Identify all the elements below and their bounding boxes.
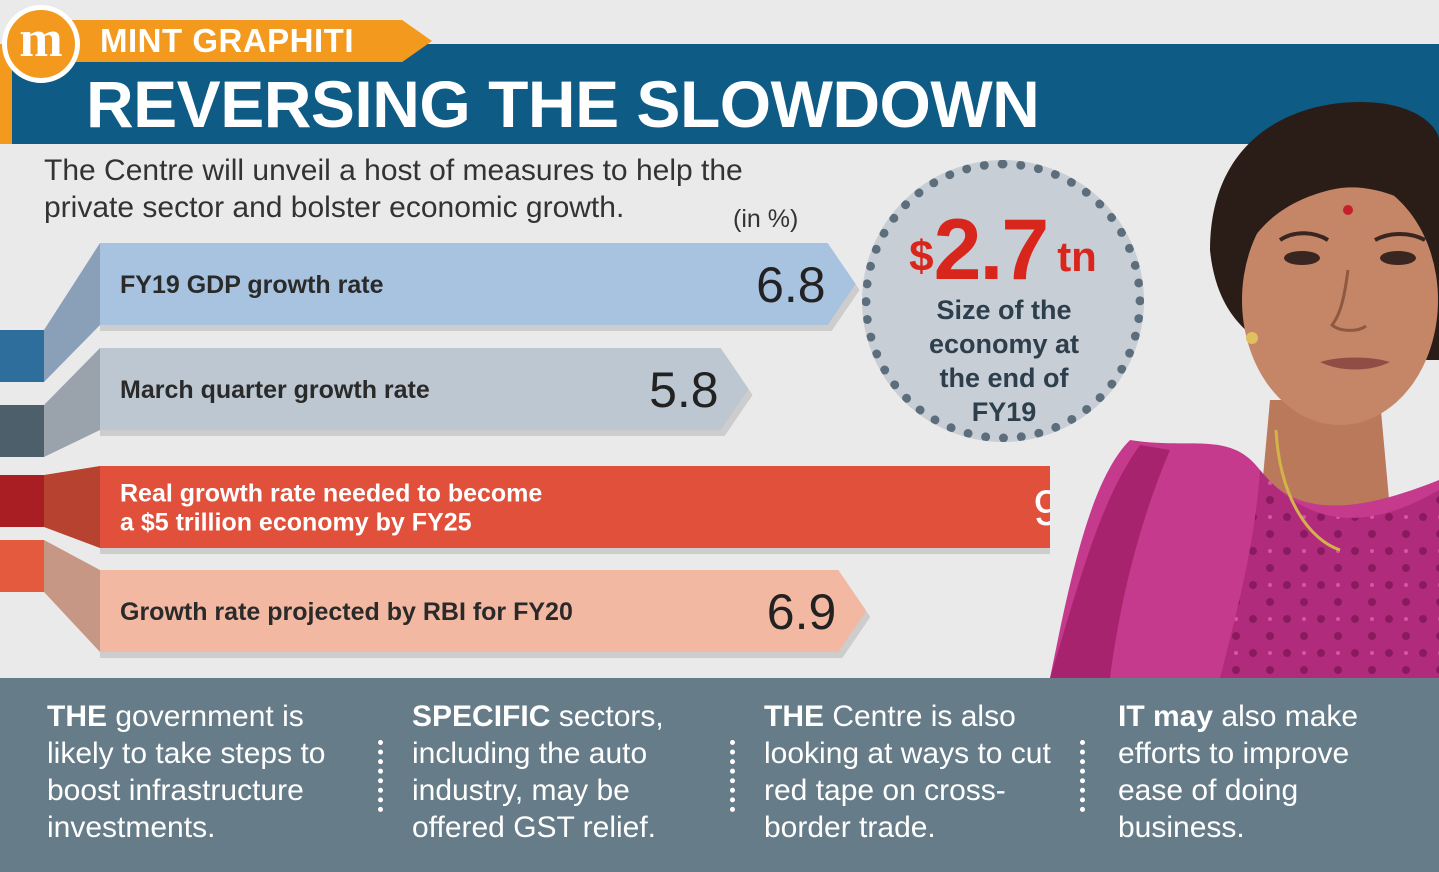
- note-lead: THE: [47, 700, 107, 733]
- bar-label-line: March quarter growth rate: [120, 376, 430, 404]
- badge-currency: $: [909, 232, 934, 281]
- footer-panel: [0, 678, 1439, 872]
- header-accent-stripe: [0, 44, 12, 144]
- bar-label-line: Real growth rate needed to become: [120, 480, 542, 508]
- dotted-separator: [1080, 740, 1085, 812]
- badge-number: 2.7: [933, 202, 1050, 298]
- note-text: Centre is also looking at ways to cut re…: [764, 700, 1051, 844]
- bar-tab: [0, 540, 44, 592]
- economy-size-badge: $2.7 tn Size of the economy at the end of…: [862, 160, 1144, 442]
- page-title: REVERSING THE SLOWDOWN: [86, 67, 1040, 141]
- bar-value-label: 9: [1033, 480, 1050, 536]
- badge-caption: Size of the economy at the end of FY19: [928, 295, 1080, 427]
- badge-unit: tn: [1057, 233, 1097, 280]
- note-text: sectors, including the auto industry, ma…: [412, 700, 664, 844]
- note-gst-relief: SPECIFIC sectors, including the auto ind…: [412, 698, 722, 846]
- unit-note: (in %): [733, 205, 799, 233]
- bar-label-line: FY19 GDP growth rate: [120, 271, 384, 299]
- note-text: government is likely to take steps to bo…: [47, 700, 326, 844]
- bar-label: FY19 GDP growth rate: [120, 271, 384, 299]
- note-lead: THE: [764, 700, 824, 733]
- bar-connector: [44, 540, 100, 652]
- bar-label-line: Growth rate projected by RBI for FY20: [120, 598, 573, 626]
- bar-tab: [0, 405, 44, 457]
- bar-label: Growth rate projected by RBI for FY20: [120, 598, 573, 626]
- growth-bar-chart: FY19 GDP growth rate 6.8 March quarter gro…: [0, 243, 1050, 658]
- bar-label-line: a $5 trillion economy by FY25: [120, 509, 472, 537]
- bar-tab: [0, 330, 44, 382]
- intro-text: The Centre will unveil a host of measure…: [44, 154, 743, 224]
- mint-logo-icon: m: [2, 5, 80, 83]
- note-lead: IT may: [1118, 700, 1214, 733]
- dotted-separator: [378, 740, 383, 812]
- bar-connector: [44, 348, 100, 457]
- bar-label: March quarter growth rate: [120, 376, 430, 404]
- note-red-tape: THE Centre is also looking at ways to cu…: [764, 698, 1064, 846]
- brand-name: MINT GRAPHITI: [100, 22, 354, 59]
- note-infrastructure: THE government is likely to take steps t…: [47, 698, 367, 846]
- brand-tab: [60, 20, 432, 62]
- bar-value-label: 5.8: [649, 362, 719, 418]
- bar-connector: [44, 243, 100, 382]
- bar-value-label: 6.8: [756, 257, 826, 313]
- bar-value-label: 6.9: [767, 584, 837, 640]
- note-text: also make efforts to improve ease of doi…: [1118, 700, 1359, 844]
- bar-connector: [44, 466, 100, 548]
- bar: [100, 243, 856, 325]
- bar-tab: [0, 475, 44, 527]
- bar: [100, 570, 867, 652]
- bar: [100, 348, 749, 430]
- bar: [100, 466, 1050, 548]
- badge-value: $2.7 tn: [871, 201, 1135, 300]
- portrait-illustration: [1050, 102, 1439, 678]
- note-ease-of-business: IT may also make efforts to improve ease…: [1118, 698, 1408, 846]
- dotted-separator: [730, 740, 735, 812]
- note-lead: SPECIFIC: [412, 700, 551, 733]
- logo-letter: m: [19, 11, 63, 68]
- bar-label: Real growth rate needed to become a $5 tr…: [120, 480, 542, 537]
